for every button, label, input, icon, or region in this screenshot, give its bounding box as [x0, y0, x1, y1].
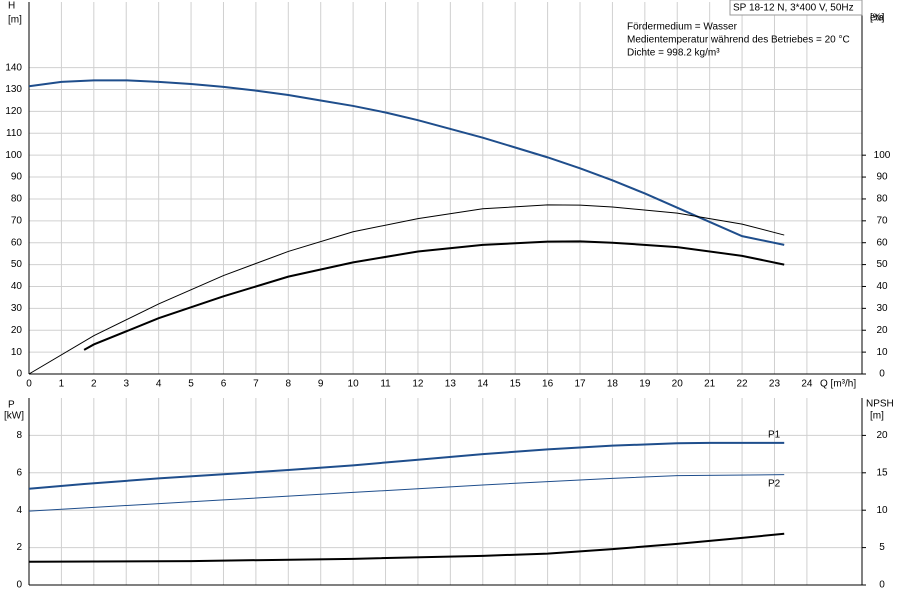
y2-tick-label: 50: [876, 259, 888, 270]
y-tick-label: 140: [5, 62, 22, 73]
x-tick-label: 19: [639, 379, 651, 390]
y2-axis-unit: [m]: [870, 411, 884, 422]
y2-tick-label: 5: [879, 542, 885, 553]
y-tick-label: 130: [5, 84, 22, 95]
y-tick-label: 90: [11, 172, 23, 183]
y-tick-label: 110: [6, 128, 22, 139]
y2-tick-label: 20: [876, 325, 888, 336]
y-tick-label: 60: [11, 237, 23, 248]
y-tick-label: 2: [16, 542, 22, 553]
x-tick-label: 14: [477, 379, 489, 390]
x-tick-label: 9: [318, 379, 324, 390]
curve: [83, 240, 785, 351]
y-tick-label: 20: [11, 325, 23, 336]
y-axis-label: H: [8, 1, 15, 12]
y2-tick-label: 10: [876, 505, 888, 516]
y2-tick-label: 90: [876, 172, 888, 183]
y2-tick-label: 40: [876, 281, 888, 292]
y-axis-unit: [kW]: [4, 411, 24, 422]
y2-tick-label: 20: [876, 430, 888, 441]
y-tick-label: 120: [5, 106, 22, 117]
y-axis-unit: [m]: [8, 15, 22, 26]
x-tick-label: 21: [704, 379, 716, 390]
annotation: Medientemperatur während des Betriebes =…: [627, 35, 850, 46]
curve: [28, 441, 785, 490]
y2-tick-label: 100: [874, 150, 891, 161]
y2-tick-label: 30: [876, 303, 888, 314]
curve-label: P2: [768, 478, 781, 489]
y2-tick-label: 80: [876, 194, 888, 205]
x-axis-label: Q [m³/h]: [820, 379, 856, 390]
x-tick-label: 22: [737, 379, 749, 390]
annotation: Dichte = 998.2 kg/m³: [627, 48, 720, 59]
curve-label: P1: [768, 430, 781, 441]
x-tick-label: 20: [672, 379, 684, 390]
y-tick-label: 8: [16, 430, 22, 441]
y-tick-label: 10: [11, 347, 23, 358]
y2-tick-label: 70: [876, 215, 888, 226]
y2-axis-label: eta: [870, 13, 884, 24]
x-tick-label: 24: [801, 379, 813, 390]
x-tick-label: 17: [574, 379, 586, 390]
y-tick-label: 0: [16, 580, 22, 591]
x-tick-label: 7: [253, 379, 259, 390]
x-tick-label: 0: [26, 379, 32, 390]
curve: [28, 79, 785, 246]
x-tick-label: 12: [412, 379, 424, 390]
annotation: Fördermedium = Wasser: [627, 22, 738, 33]
info-title: SP 18-12 N, 3*400 V, 50Hz: [733, 3, 854, 14]
y-tick-label: 40: [11, 281, 23, 292]
x-tick-label: 2: [91, 379, 97, 390]
y-tick-label: 70: [11, 215, 23, 226]
y-tick-label: 100: [5, 150, 22, 161]
y2-axis-label: NPSH: [866, 399, 894, 410]
y-tick-label: 6: [16, 467, 22, 478]
x-tick-label: 6: [221, 379, 227, 390]
x-tick-label: 10: [348, 379, 360, 390]
y2-axis-unit: [%]: [870, 13, 885, 24]
x-tick-label: 15: [510, 379, 522, 390]
x-tick-label: 11: [380, 379, 391, 390]
x-tick-label: 5: [188, 379, 194, 390]
y2-tick-label: 60: [876, 237, 888, 248]
x-tick-label: 18: [607, 379, 619, 390]
y-tick-label: 4: [16, 505, 22, 516]
y2-tick-label: 0: [879, 580, 885, 591]
x-tick-label: 4: [156, 379, 162, 390]
y-tick-label: 0: [16, 369, 22, 380]
x-tick-label: 16: [542, 379, 554, 390]
y-axis-label: P: [8, 400, 15, 411]
curve: [28, 204, 785, 375]
y-tick-label: 50: [11, 259, 23, 270]
curve: [28, 532, 785, 563]
y2-tick-label: 10: [876, 347, 888, 358]
curve: [28, 474, 785, 512]
x-tick-label: 23: [769, 379, 781, 390]
y2-tick-label: 0: [879, 369, 885, 380]
x-tick-label: 13: [445, 379, 457, 390]
x-tick-label: 3: [123, 379, 129, 390]
y-tick-label: 30: [11, 303, 23, 314]
y2-tick-label: 15: [876, 467, 888, 478]
x-tick-label: 1: [59, 379, 65, 390]
x-tick-label: 8: [286, 379, 292, 390]
y-tick-label: 80: [11, 194, 23, 205]
info-box: [729, 0, 863, 16]
